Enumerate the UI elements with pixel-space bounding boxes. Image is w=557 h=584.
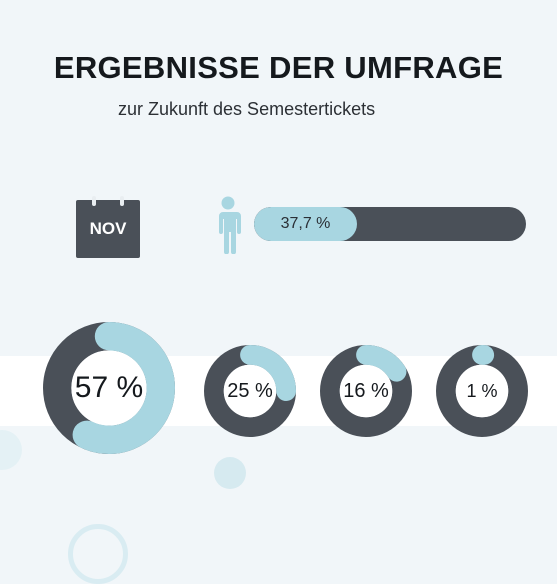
donut-hole: [223, 364, 277, 418]
donut-slice: [203, 344, 297, 438]
page-subtitle: zur Zukunft des Semestertickets: [118, 99, 376, 119]
donut-chart-16: 16 %: [319, 344, 413, 438]
donut-chart-25: 25 %: [203, 344, 297, 438]
donut-hole: [71, 350, 147, 426]
donut-slice: [435, 344, 529, 438]
calendar-month-label: NOV: [89, 219, 127, 238]
donut-label: 1 %: [466, 380, 498, 401]
donut-svg: [435, 344, 529, 438]
decorative-ring: [68, 524, 128, 584]
donut-label: 57 %: [74, 371, 144, 404]
calendar-body: [76, 200, 140, 258]
progress-bar-fill: [254, 207, 357, 241]
donut-label: 25 %: [227, 379, 273, 402]
person-icon: [212, 196, 244, 255]
page-title: ERGEBNISSE DER UMFRAGE: [53, 50, 504, 85]
donut-hole: [455, 364, 509, 418]
decorative-circle: [214, 457, 246, 489]
progress-bar: 37,7 %: [254, 207, 526, 241]
progress-bar-label: 37,7 %: [280, 215, 331, 232]
donut-svg: [42, 321, 176, 455]
donut-slice: [42, 321, 176, 455]
calendar-ring: [92, 196, 96, 206]
donut-label: 16 %: [343, 379, 389, 402]
donut-hole: [339, 364, 393, 418]
decorative-circle: [0, 430, 22, 470]
donut-svg: [319, 344, 413, 438]
donut-svg: [203, 344, 297, 438]
donut-chart-57: 57 %: [42, 321, 176, 455]
calendar-ring: [120, 196, 124, 206]
donut-slice: [319, 344, 413, 438]
calendar-icon: NOV: [76, 196, 140, 258]
donut-chart-1: 1 %: [435, 344, 529, 438]
